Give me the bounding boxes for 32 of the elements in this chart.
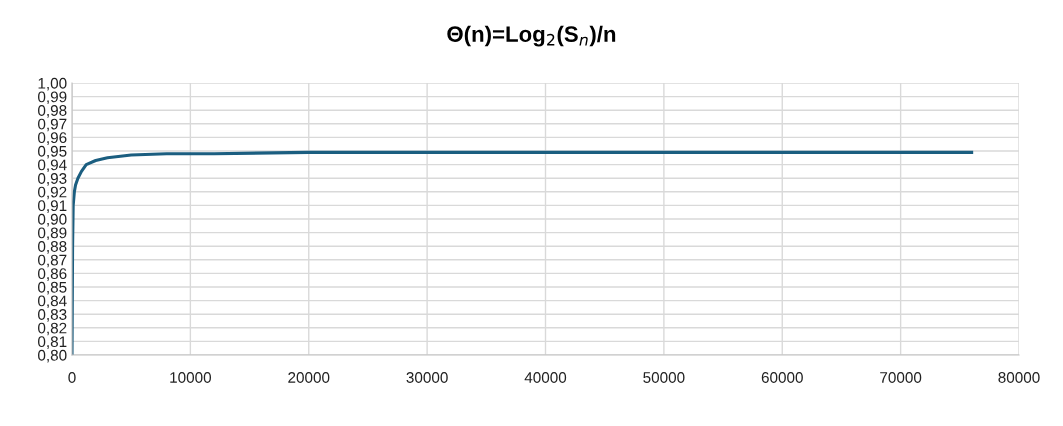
y-tick-label: 0,93 xyxy=(38,173,67,186)
y-tick-label: 0,95 xyxy=(38,145,67,159)
y-tick-label: 0,81 xyxy=(38,336,67,349)
x-tick-label: 20000 xyxy=(288,372,330,383)
y-tick-label: 0,82 xyxy=(38,322,67,336)
x-tick-label: 80000 xyxy=(998,372,1040,383)
y-tick-label: 0,84 xyxy=(38,295,67,309)
y-tick-label: 0,90 xyxy=(38,213,67,227)
y-tick-label: 0,96 xyxy=(38,132,67,145)
x-tick-label: 10000 xyxy=(170,372,212,383)
chart-title: Θ(n)=Log$_{2}$(S$_{n}$)/n xyxy=(447,25,616,47)
x-tick-label: 60000 xyxy=(761,372,803,383)
y-tick-label: 0,94 xyxy=(38,159,67,173)
y-tick-label: 0,87 xyxy=(38,254,67,268)
y-tick-label: 0,85 xyxy=(38,281,67,295)
y-tick-label: 0,91 xyxy=(38,200,67,213)
x-tick-label: 70000 xyxy=(880,372,922,383)
y-tick-label: 0,98 xyxy=(38,105,67,118)
y-tick-label: 0,92 xyxy=(38,186,67,200)
line-series xyxy=(72,150,974,355)
y-tick-label: 0,83 xyxy=(38,309,67,322)
y-tick-label: 0,80 xyxy=(38,349,67,363)
y-tick-label: 0,89 xyxy=(38,227,67,241)
y-tick-label: 0,97 xyxy=(38,118,67,132)
y-tick-label: 0,86 xyxy=(38,268,67,281)
x-tick-label: 40000 xyxy=(524,372,567,383)
x-tick-label: 50000 xyxy=(643,372,685,383)
y-tick-label: 0,88 xyxy=(38,241,67,254)
x-tick-label: 30000 xyxy=(406,372,448,383)
y-tick-label: 1,00 xyxy=(38,77,67,91)
x-tick-label: 0 xyxy=(68,372,76,383)
y-tick-label: 0,99 xyxy=(38,91,67,105)
